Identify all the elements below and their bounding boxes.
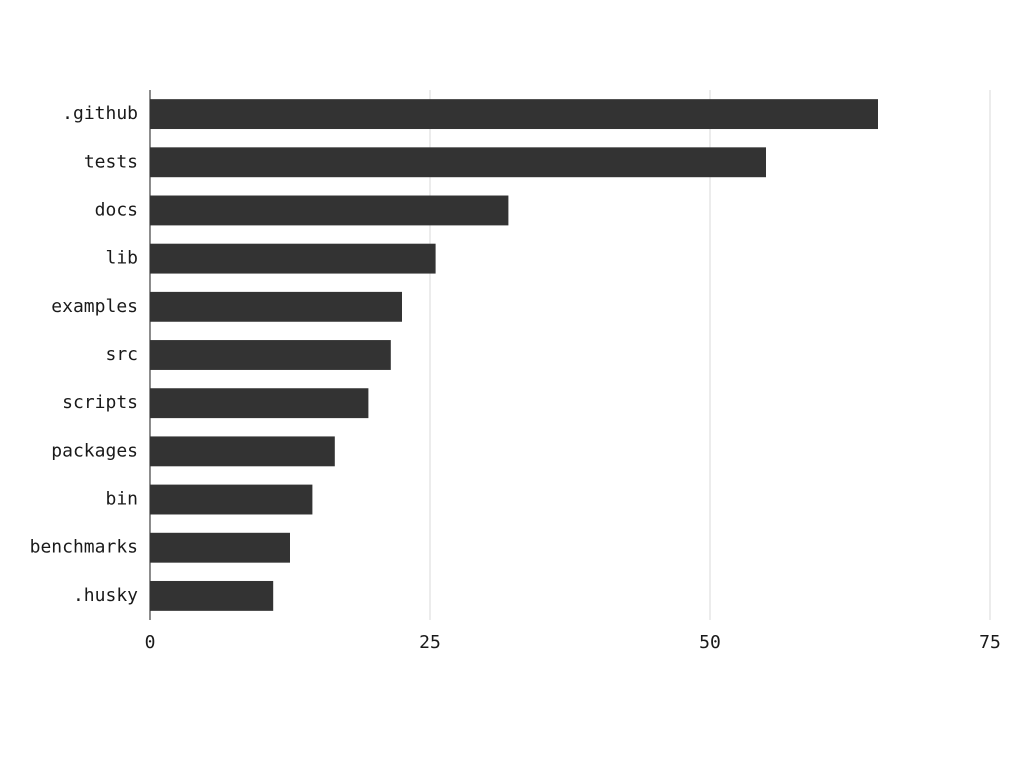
bar <box>150 533 290 563</box>
y-category-label: .github <box>62 103 138 124</box>
x-tick-label: 75 <box>979 632 1001 653</box>
bar <box>150 292 402 322</box>
bar <box>150 244 436 274</box>
y-category-label: src <box>105 344 138 365</box>
bar-chart: 0 25 50 75 .github tests docs lib examples src scr… <box>0 0 1024 768</box>
y-category-label: examples <box>51 296 138 317</box>
bar <box>150 340 391 370</box>
bar <box>150 99 878 129</box>
y-category-label: .husky <box>73 585 138 606</box>
y-category-label: lib <box>105 248 138 269</box>
bar <box>150 485 312 515</box>
bar <box>150 196 508 226</box>
bar <box>150 388 368 418</box>
y-category-label: scripts <box>62 392 138 413</box>
x-tick-label: 50 <box>699 632 721 653</box>
y-category-label: tests <box>84 151 138 172</box>
bar <box>150 147 766 177</box>
x-tick-label: 0 <box>145 632 156 653</box>
y-category-label: benchmarks <box>30 537 138 558</box>
bar <box>150 436 335 466</box>
x-tick-label: 25 <box>419 632 441 653</box>
chart-container: 0 25 50 75 .github tests docs lib examples src scr… <box>0 0 1024 768</box>
y-category-label: docs <box>95 199 138 220</box>
y-category-label: bin <box>105 489 138 510</box>
bar <box>150 581 273 611</box>
y-category-label: packages <box>51 440 138 461</box>
